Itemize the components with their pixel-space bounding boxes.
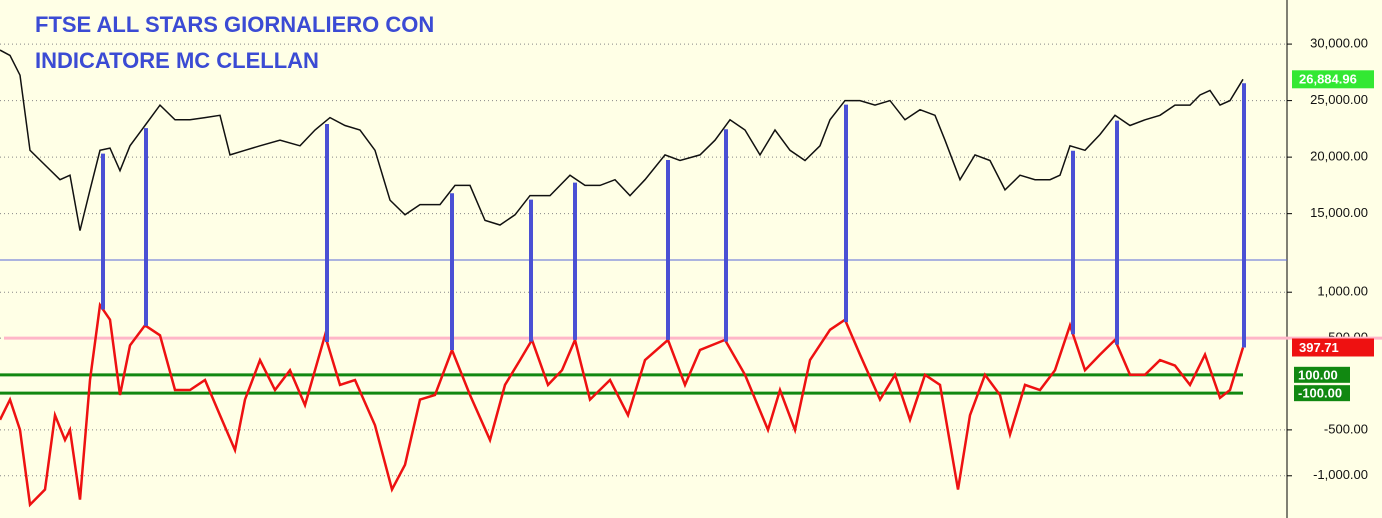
last-value-label: 26,884.96: [1299, 72, 1357, 87]
last-value-box: [1292, 338, 1374, 357]
reference-label-box: [1294, 366, 1350, 383]
last-value-box: [1292, 70, 1374, 89]
plot: 15,000.00 20,000.00 25,000.00 30,000.00 -1,0…: [0, 36, 1382, 508]
data-line: [0, 49, 1244, 231]
y-tick-label: 15,000.00: [1310, 205, 1368, 220]
y-tick-label: -500.00: [1324, 421, 1368, 436]
y-tick-label: 20,000.00: [1310, 149, 1368, 164]
reference-label: 100.00: [1298, 367, 1338, 382]
y-tick-label: 30,000.00: [1310, 36, 1368, 51]
chart-title: FTSE ALL STARS GIORNALIERO CON: [35, 12, 434, 37]
reference-label: -100.00: [1298, 386, 1342, 401]
y-tick-label: 1,000.00: [1317, 284, 1368, 299]
chart-title: INDICATORE MC CLELLAN: [35, 48, 319, 73]
y-tick-label: -1,000.00: [1313, 467, 1368, 482]
reference-label-box: [1294, 385, 1350, 402]
last-value-label: 397.71: [1299, 340, 1339, 355]
y-tick-label: 25,000.00: [1310, 92, 1368, 107]
